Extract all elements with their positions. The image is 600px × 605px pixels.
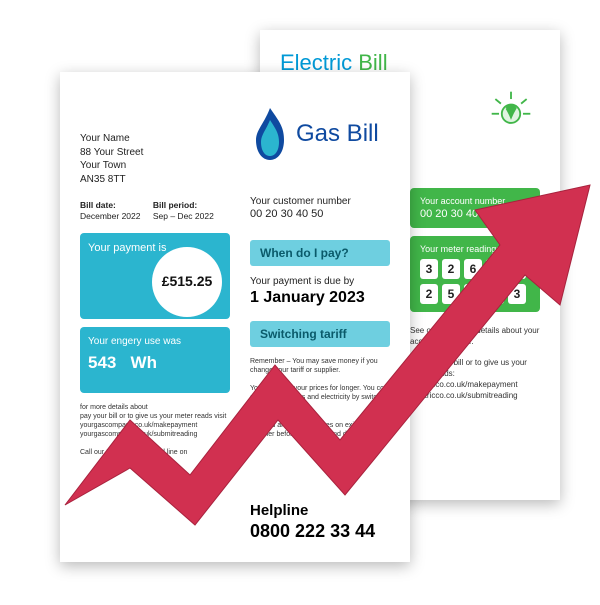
fineprint-line: Remember – You may save money if you cha… [250,357,400,375]
fineprint-line: for more details about [80,403,230,412]
gas-brand-row: Gas Bill [250,106,400,162]
electric-fineprint: See over for more details about your acc… [410,326,540,402]
energy-use-box: Your engery use was 543 Wh [80,327,230,393]
fineprint-line: Call our 24 hour automated line on [80,448,230,457]
gas-helpline: Helpline 0800 222 33 44 [250,454,375,542]
energy-use-unit: Wh [131,353,157,372]
payment-due-date: 1 January 2023 [250,289,400,307]
gas-left-column: Your Name 88 Your Street Your Town AN35 … [80,132,230,458]
meter-digit: 1 [486,259,504,279]
meter-readings-box: Your meter readings 3 2 6 1 5 2 5 7 8 3 [410,236,540,312]
account-number-value: 00 20 30 40 50 [420,208,530,220]
gas-right-fineprint: Remember – You may save money if you cha… [250,357,400,439]
address-line: AN35 8TT [80,173,230,187]
account-number-label: Your account number [420,196,530,206]
bill-period-label: Bill period: [153,200,197,210]
address-line: 88 Your Street [80,146,230,160]
fineprint-link: electricco.co.uk/submitreading [410,391,540,402]
meter-digit: 3 [420,259,438,279]
payment-due-label: Your payment is due by [250,276,400,287]
when-do-i-pay-header: When do I pay? [250,240,390,266]
fineprint-line: £35 and any other charges on exit fee of… [250,421,400,439]
payment-amount-circle: £515.25 [152,247,222,317]
bill-date-value: December 2022 [80,211,140,221]
gas-left-fineprint: for more details about pay your bill or … [80,403,230,458]
meter-digit: 5 [442,284,460,304]
bill-meta: Bill date: December 2022 Bill period: Se… [80,200,230,223]
energy-use-label: Your engery use was [88,335,222,349]
gas-right-column: Gas Bill Your customer number 00 20 30 4… [250,92,400,439]
energy-use-value: 543 [88,353,116,372]
switching-tariff-header: Switching tariff [250,321,390,347]
meter-row-2: 2 5 7 8 3 [420,284,530,304]
helpline-number: 0800 222 33 44 [250,521,375,542]
fineprint-link: yourgascompany.co.uk/submitreading [80,430,230,439]
bill-period-value: Sep – Dec 2022 [153,211,214,221]
gas-bill-title: Gas Bill [296,120,379,148]
helpline-label: Helpline [250,502,375,519]
bill-date-label: Bill date: [80,200,116,210]
customer-number-label: Your customer number [250,196,400,207]
meter-row-1: 3 2 6 1 5 [420,259,530,279]
fineprint-line: To pay your bill or to give us your mete… [410,358,540,380]
address-line: Your Town [80,159,230,173]
meter-digit: 8 [486,284,504,304]
lightbulb-icon [488,88,534,134]
meter-digit: 6 [464,259,482,279]
fineprint-line: pay your bill or to give us your meter r… [80,412,230,421]
fineprint-line: See over for more details about your acc… [410,326,540,348]
meter-readings-label: Your meter readings [420,244,530,254]
meter-digit: 7 [464,284,482,304]
account-number-box: Your account number 00 20 30 40 50 [410,188,540,228]
fineprint-link: yourgascompany.co.uk/makepayment [80,421,230,430]
customer-number-value: 00 20 30 40 50 [250,208,400,220]
fineprint-line: Your could fix your prices for longer. Y… [250,384,400,411]
meter-digit: 5 [508,259,526,279]
gas-bill-card: Your Name 88 Your Street Your Town AN35 … [60,72,410,562]
meter-digit: 3 [508,284,526,304]
flame-icon [250,106,290,162]
payment-box: Your payment is £515.25 [80,233,230,319]
fineprint-link: electricco.co.uk/makepayment [410,380,540,391]
meter-digit: 2 [420,284,438,304]
electric-right-column: Your account number 00 20 30 40 50 Your … [410,180,540,402]
address-line: Your Name [80,132,230,146]
meter-digit: 2 [442,259,460,279]
payment-amount: £515.25 [162,272,213,291]
